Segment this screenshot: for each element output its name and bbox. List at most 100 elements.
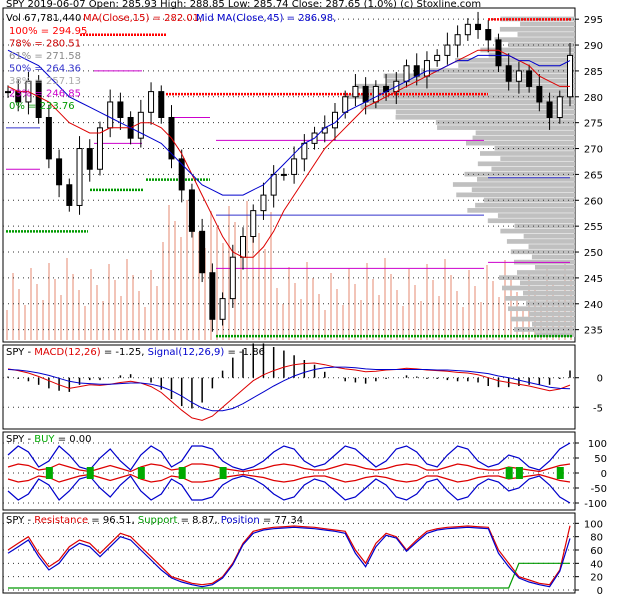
volume-bar <box>156 286 158 340</box>
volume-profile-bar <box>510 249 575 255</box>
buy-signals <box>45 467 564 479</box>
candle-body <box>505 65 512 82</box>
ma45-line <box>7 49 571 196</box>
volume-profile-bar <box>514 327 575 332</box>
volume-bar <box>96 285 98 340</box>
rsp-y-tick-label: 100 <box>584 519 603 530</box>
volume-bar <box>378 295 380 340</box>
candle-body <box>56 158 63 186</box>
buy-signal-marker <box>45 467 53 479</box>
volume-bars <box>6 200 572 340</box>
buy-signal-marker <box>178 467 186 479</box>
candle-body <box>423 60 430 77</box>
volume-bar <box>228 206 230 340</box>
volume-bar <box>342 305 344 340</box>
candle-body <box>434 54 441 62</box>
candle-body <box>413 65 420 77</box>
rsp-y-tick-label: 0 <box>597 586 603 596</box>
buy-signal-marker <box>505 467 513 479</box>
volume-bar <box>270 212 272 340</box>
candle-body <box>66 184 73 206</box>
volume-profile-bar <box>354 83 575 89</box>
volume-profile-bar <box>386 78 575 84</box>
ma45-label: Mid MA(Close,45) = 286.98, <box>196 13 336 24</box>
volume-bar <box>90 269 92 340</box>
candle-body <box>567 54 573 98</box>
volume-profile-bar <box>532 321 575 327</box>
main-price-panel: 295290285280275270265260255250245240235 … <box>2 0 603 343</box>
volume-bar <box>222 243 224 340</box>
volume-bar <box>42 300 44 340</box>
main-y-tick-label: 245 <box>584 274 603 285</box>
candle-body <box>86 148 93 170</box>
main-y-tick-label: 270 <box>584 145 603 156</box>
volume-profile-bar <box>420 68 575 74</box>
volume-profile-bar <box>501 285 575 291</box>
volume-profile-bar <box>526 301 575 306</box>
candle-body <box>45 116 52 160</box>
candle-body <box>137 111 144 139</box>
volume-profile-bar <box>483 197 575 203</box>
rsp-title-resistance-value: = 96.51, <box>88 515 138 526</box>
candle-body <box>270 173 277 196</box>
volume-profile-bar <box>516 270 575 275</box>
volume-bar <box>138 291 140 340</box>
volume-label: Vol 67,781,440 <box>6 13 81 24</box>
candle-body <box>526 70 533 87</box>
macd-histogram <box>7 343 571 409</box>
volume-bar <box>276 288 278 340</box>
rsp-title-support: Support <box>138 515 178 526</box>
volume-bar <box>78 290 80 340</box>
volume-profile-bar <box>466 140 575 146</box>
volume-bar <box>438 296 440 340</box>
candle-body <box>199 230 206 274</box>
rsp-grid <box>3 522 575 591</box>
volume-profile-bar <box>395 114 575 120</box>
candle-body <box>515 70 522 82</box>
volume-bar <box>354 284 356 340</box>
volume-bar <box>366 263 368 340</box>
buy-y-axis-ticks: 100 50 0 -50 -100 <box>575 439 607 510</box>
candle-body <box>352 85 359 98</box>
candle-body <box>444 44 451 56</box>
volume-profile-bar <box>437 125 575 130</box>
macd-y-tick-label: 0 <box>597 374 603 385</box>
signal-line <box>7 366 571 412</box>
buy-signal-marker <box>86 467 94 479</box>
candle-body <box>536 85 543 103</box>
candle-body <box>454 34 461 46</box>
volume-bar <box>180 237 182 340</box>
volume-profile-bar <box>455 57 575 63</box>
volume-bar <box>324 310 326 340</box>
candle-body <box>260 194 267 212</box>
candle-body <box>403 65 410 82</box>
volume-bar <box>414 285 416 340</box>
candle-body <box>178 158 185 191</box>
candle-body <box>291 158 298 175</box>
volume-profile-bar <box>452 182 575 187</box>
main-y-tick-label: 240 <box>584 300 603 311</box>
volume-bar <box>390 274 392 340</box>
volume-bar <box>264 249 266 340</box>
volume-profile-bar <box>508 42 575 48</box>
fib-label: 100% = 294.95 <box>9 26 87 37</box>
candle-body <box>342 96 349 113</box>
volume-bar <box>126 259 128 340</box>
volume-profile-bar <box>369 99 575 105</box>
candle-body <box>240 236 247 258</box>
volume-bar <box>372 279 374 340</box>
fib-label: 78% = 280.51 <box>9 39 81 50</box>
volume-bar <box>540 303 542 340</box>
volume-bar <box>204 248 206 340</box>
volume-bar <box>60 295 62 340</box>
macd-title-signal: Signal(12,26,9) <box>148 347 225 358</box>
candle-body <box>321 127 328 134</box>
macd-y-tick-label: -5 <box>593 403 603 414</box>
volume-profile-bar <box>435 120 575 125</box>
volume-bar <box>396 290 398 340</box>
buy-y-tick-label: 50 <box>594 454 607 465</box>
main-y-tick-label: 260 <box>584 196 603 207</box>
rsp-lines <box>7 525 571 589</box>
volume-profile-bar <box>480 151 575 156</box>
